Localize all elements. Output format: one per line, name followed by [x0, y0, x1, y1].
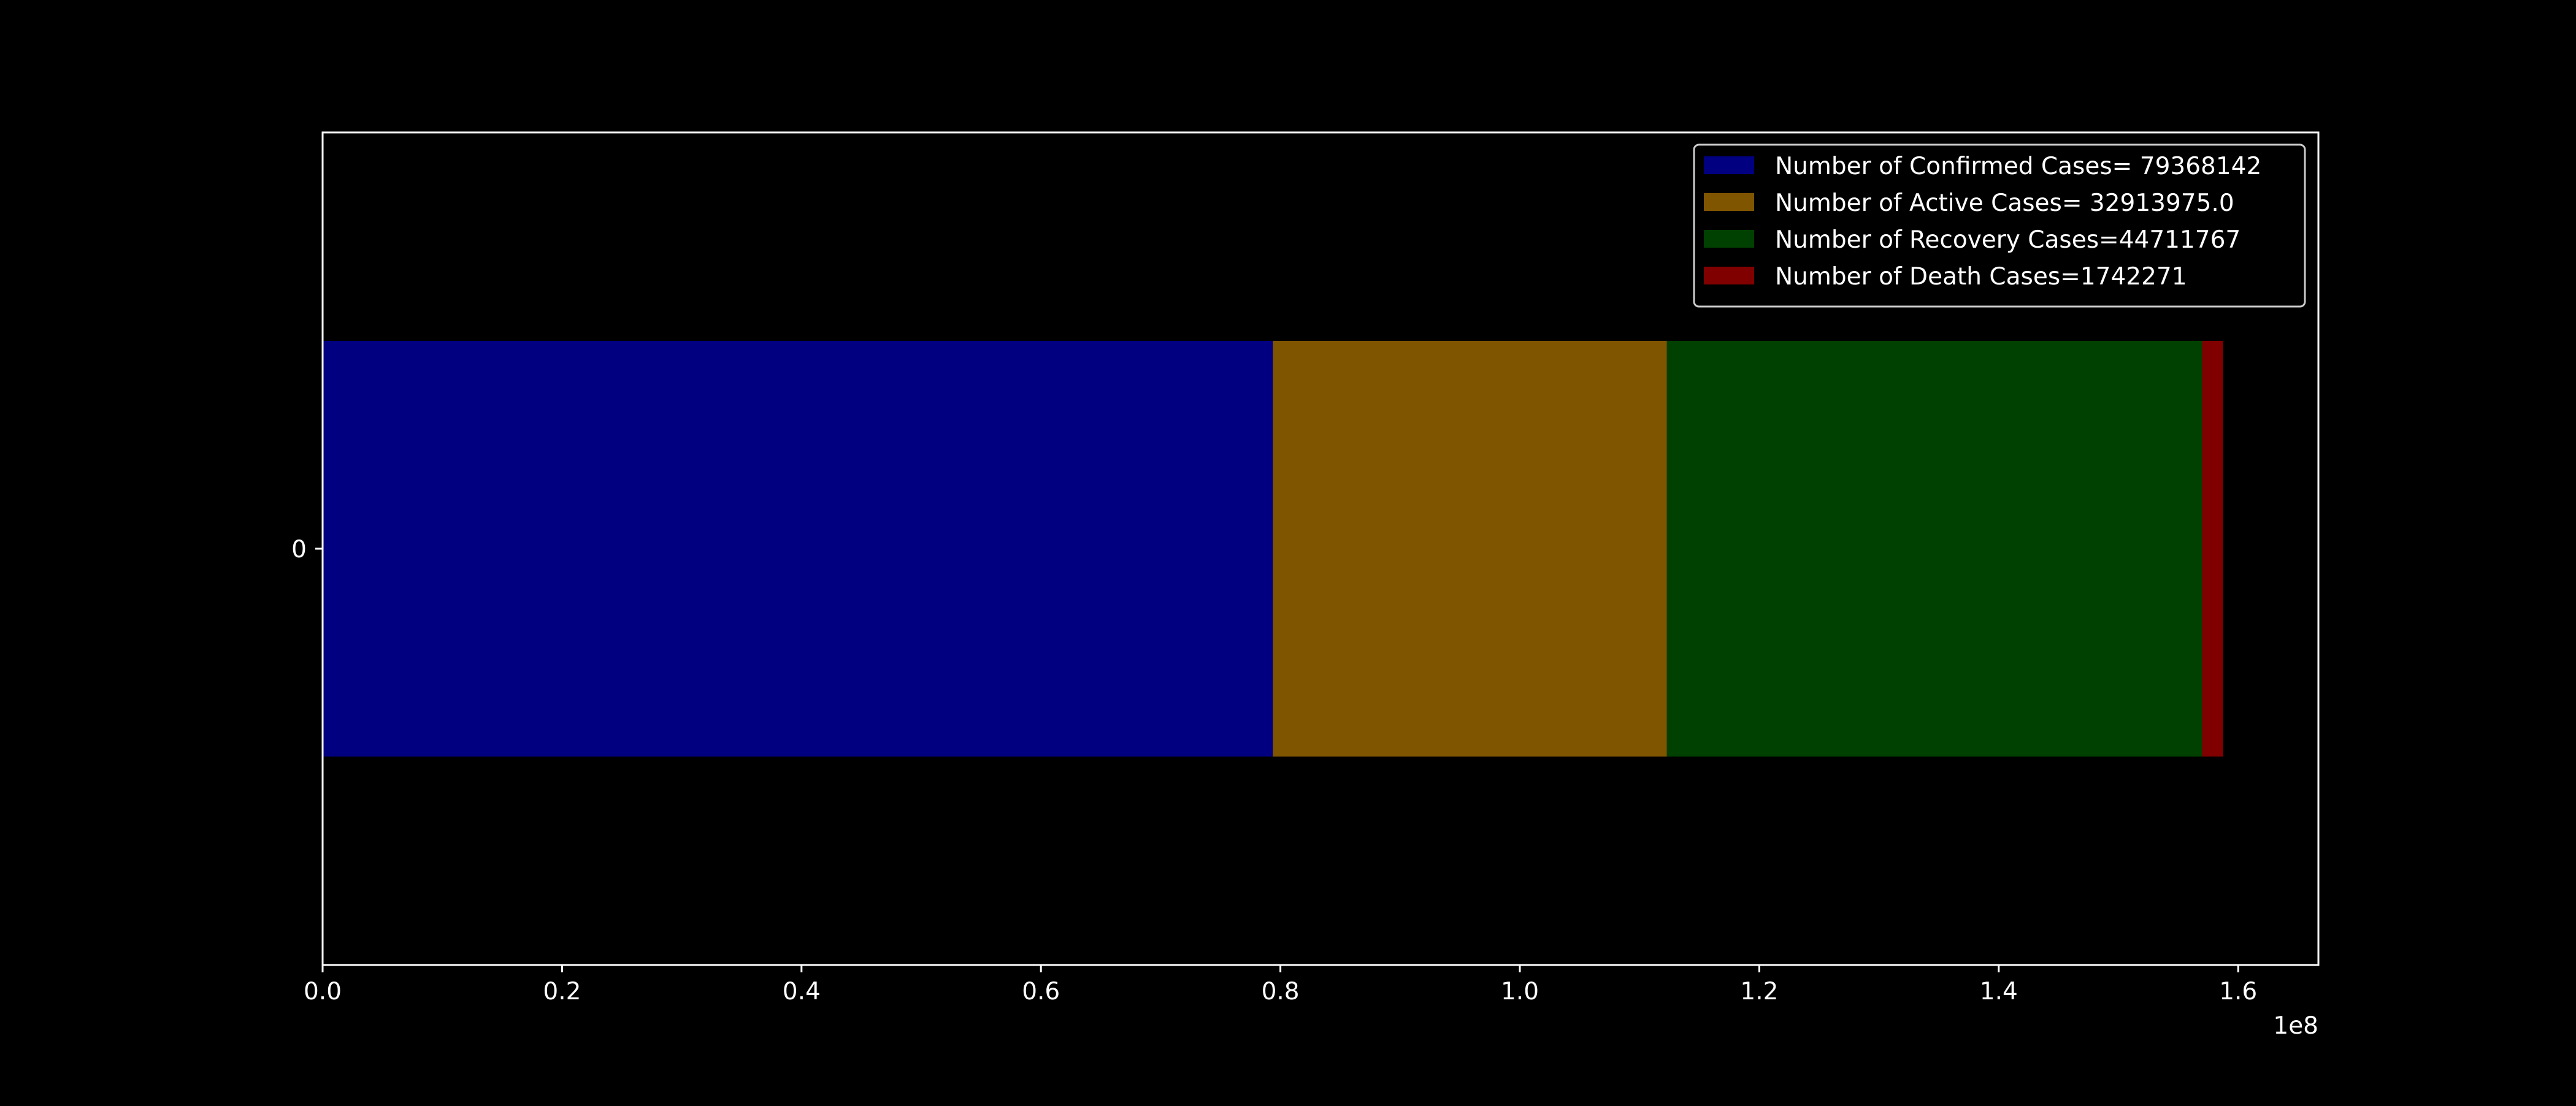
x-tick-label-5: 1.0 — [1501, 978, 1539, 1005]
x-tick-label-7: 1.4 — [1980, 978, 2018, 1005]
legend-swatch-1 — [1704, 193, 1754, 211]
bar-segment-0 — [323, 341, 1273, 757]
x-tick-label-4: 0.8 — [1262, 978, 1300, 1005]
legend: Number of Confirmed Cases= 79368142 Numbe… — [1693, 143, 2306, 308]
legend-label-3: Number of Death Cases=1742271 — [1775, 263, 2187, 291]
x-offset-label: 1e8 — [2273, 1012, 2318, 1040]
legend-swatch-3 — [1704, 267, 1754, 284]
legend-label-1: Number of Active Cases= 32913975.0 — [1775, 189, 2234, 217]
x-tick-label-0: 0.0 — [304, 978, 342, 1005]
legend-box — [1693, 143, 2306, 308]
legend-label-0: Number of Confirmed Cases= 79368142 — [1775, 153, 2261, 180]
axis-ticks: 0.0 0.2 0.4 0.6 0.8 1.0 1.2 1.4 1.6 0 1e8 — [291, 536, 2318, 1040]
x-tick-label-1: 0.2 — [543, 978, 581, 1005]
bar-segment-3 — [2202, 341, 2223, 757]
x-tick-label-6: 1.2 — [1740, 978, 1778, 1005]
x-tick-label-8: 1.6 — [2219, 978, 2257, 1005]
legend-label-2: Number of Recovery Cases=44711767 — [1775, 226, 2241, 254]
bars-layer — [323, 341, 2223, 757]
legend-swatch-2 — [1704, 230, 1754, 248]
legend-swatch-0 — [1704, 156, 1754, 174]
y-tick-label-0: 0 — [291, 536, 307, 563]
x-tick-label-3: 0.6 — [1022, 978, 1060, 1005]
bar-segment-1 — [1273, 341, 1667, 757]
bar-segment-2 — [1666, 341, 2202, 757]
x-tick-label-2: 0.4 — [783, 978, 821, 1005]
